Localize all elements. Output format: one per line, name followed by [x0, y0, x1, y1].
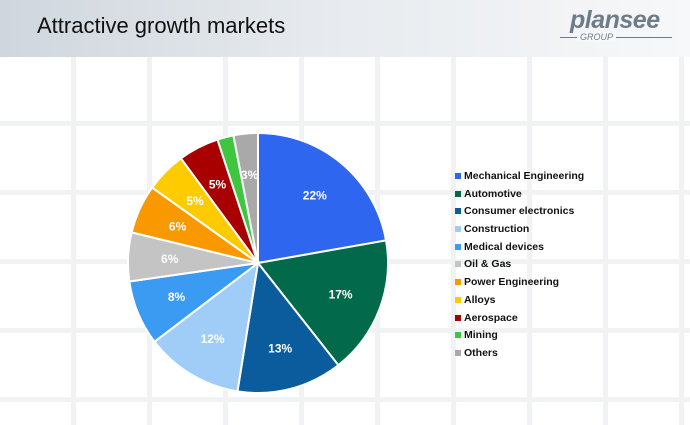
- pie-slice: [153, 260, 260, 393]
- legend-swatch: [455, 349, 461, 356]
- legend-label: Power Engineering: [464, 276, 560, 289]
- slice-percent-label: 5%: [209, 177, 227, 191]
- legend-swatch: [455, 261, 461, 268]
- slice-percent-label: 3%: [241, 168, 259, 182]
- legend-label: Consumer electronics: [464, 205, 575, 218]
- pie-slice: [256, 239, 389, 367]
- legend-label: Alloys: [464, 293, 496, 306]
- legend-swatch: [455, 332, 461, 339]
- legend-swatch: [455, 296, 461, 303]
- legend-label: Others: [464, 346, 498, 359]
- header-bar: Attractive growth markets plansee GROUP: [0, 0, 690, 57]
- legend-swatch: [455, 314, 461, 321]
- pie-slice: [236, 260, 340, 394]
- legend-swatch: [455, 190, 461, 197]
- legend-swatch: [455, 243, 461, 250]
- legend-label: Construction: [464, 223, 530, 236]
- slide-background: [0, 57, 690, 425]
- slice-percent-label: 13%: [268, 342, 292, 356]
- page-title: Attractive growth markets: [37, 13, 286, 38]
- legend-swatch: [455, 208, 461, 215]
- slice-percent-label: 5%: [186, 194, 204, 208]
- slice-percent-label: 22%: [303, 188, 327, 202]
- legend-swatch: [455, 226, 461, 233]
- legend-swatch: [455, 279, 461, 286]
- plansee-logo: plansee GROUP: [560, 6, 680, 46]
- legend-label: Oil & Gas: [464, 258, 512, 271]
- slice-percent-label: 17%: [329, 288, 353, 302]
- slice-percent-label: 6%: [169, 219, 187, 233]
- pie-slice: [232, 131, 259, 264]
- legend-label: Aerospace: [464, 311, 518, 324]
- legend-label: Automotive: [464, 187, 522, 200]
- slice-percent-label: 12%: [201, 332, 225, 346]
- slice-percent-label: 6%: [161, 252, 179, 266]
- legend-swatch: [455, 173, 461, 179]
- slice-percent-label: 8%: [168, 290, 186, 304]
- legend-label: Mechanical Engineering: [464, 170, 585, 182]
- logo-text: plansee: [570, 6, 660, 34]
- legend-label: Medical devices: [464, 240, 544, 253]
- pie-slice: [257, 131, 388, 265]
- legend-label: Mining: [464, 329, 498, 342]
- logo-subtext: GROUP: [577, 32, 617, 42]
